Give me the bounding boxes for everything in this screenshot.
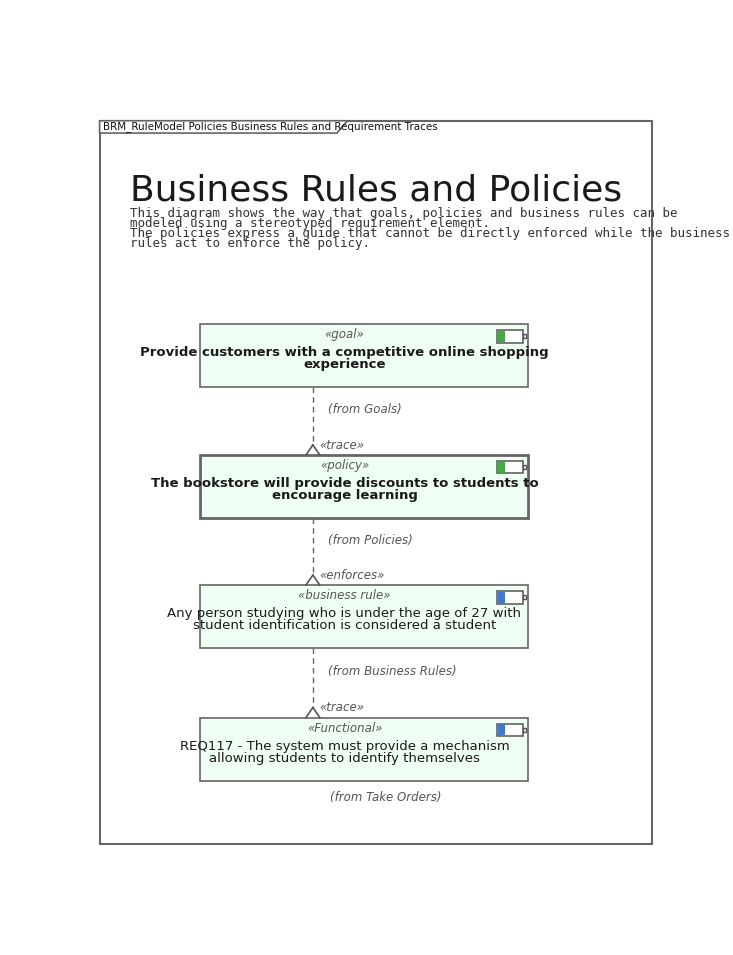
Text: Any person studying who is under the age of 27 with: Any person studying who is under the age… [167,607,521,620]
Text: modeled using a stereotyped requirement element.: modeled using a stereotyped requirement … [130,217,490,230]
FancyBboxPatch shape [199,324,528,387]
Text: Provide customers with a competitive online shopping: Provide customers with a competitive onl… [140,346,549,359]
Text: «Functional»: «Functional» [307,722,382,734]
FancyBboxPatch shape [523,334,526,338]
FancyBboxPatch shape [498,592,504,603]
Text: (from Take Orders): (from Take Orders) [330,792,441,804]
Text: (from Goals): (from Goals) [328,403,402,416]
FancyBboxPatch shape [497,461,523,474]
FancyBboxPatch shape [199,717,528,780]
Text: allowing students to identify themselves: allowing students to identify themselves [209,752,480,765]
FancyBboxPatch shape [100,120,652,844]
Text: encourage learning: encourage learning [271,489,417,502]
Polygon shape [100,120,347,133]
Text: REQ117 - The system must provide a mechanism: REQ117 - The system must provide a mecha… [180,739,509,753]
Text: The bookstore will provide discounts to students to: The bookstore will provide discounts to … [150,477,538,490]
FancyBboxPatch shape [498,331,504,342]
Text: «enforces»: «enforces» [319,569,384,582]
Text: «goal»: «goal» [325,329,364,341]
FancyBboxPatch shape [523,728,526,732]
Text: «business rule»: «business rule» [298,589,391,603]
Text: experience: experience [303,358,386,371]
FancyBboxPatch shape [497,330,523,343]
Text: «policy»: «policy» [320,459,369,472]
Text: BRM_RuleModel Policies Business Rules and Requirement Traces: BRM_RuleModel Policies Business Rules an… [103,121,438,133]
Text: student identification is considered a student: student identification is considered a s… [193,620,496,632]
FancyBboxPatch shape [199,455,528,518]
Text: (from Policies): (from Policies) [328,534,413,546]
Text: (from Business Rules): (from Business Rules) [328,665,457,678]
Text: rules act to enforce the policy.: rules act to enforce the policy. [130,237,370,250]
FancyBboxPatch shape [497,591,523,604]
FancyBboxPatch shape [497,724,523,736]
Text: «trace»: «trace» [319,439,364,452]
FancyBboxPatch shape [523,465,526,469]
Text: Business Rules and Policies: Business Rules and Policies [130,174,622,208]
Text: This diagram shows the way that goals, policies and business rules can be: This diagram shows the way that goals, p… [130,207,678,220]
Text: «trace»: «trace» [319,701,364,714]
Text: The policies express a guide that cannot be directly enforced while the business: The policies express a guide that cannot… [130,227,730,240]
FancyBboxPatch shape [199,585,528,648]
FancyBboxPatch shape [498,462,504,473]
FancyBboxPatch shape [523,596,526,600]
FancyBboxPatch shape [498,725,504,735]
